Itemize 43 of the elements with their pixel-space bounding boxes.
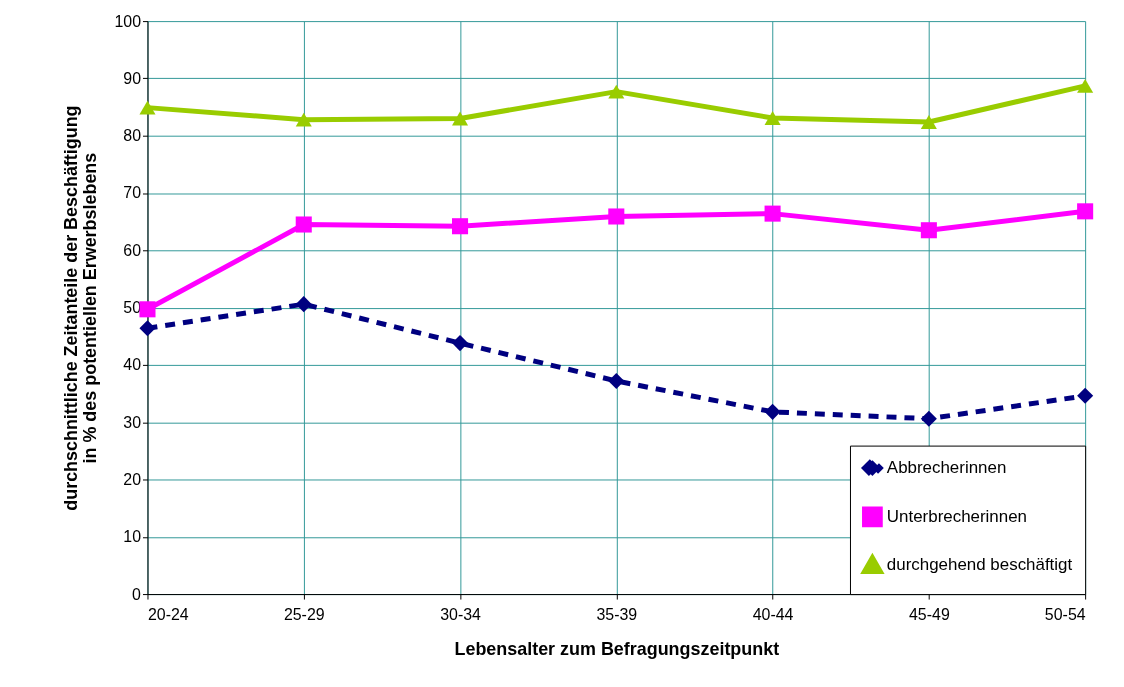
point [139,320,156,337]
point [295,112,312,127]
x-tick-label: 40-44 [752,606,794,624]
point [295,296,312,313]
point [608,372,625,389]
y-tick-label: 80 [123,127,142,145]
y-tick-label: 40 [123,356,142,374]
point [764,403,781,420]
point [295,216,312,233]
point [452,335,469,352]
legend-label: Abbrecherinnen [886,458,1007,477]
y-tick-label: 90 [123,69,142,87]
point [608,84,625,99]
y-tick-label: 0 [132,585,142,603]
point [764,110,781,125]
legend-label: Unterbrecherinnen [886,506,1028,526]
x-tick-label: 50-54 [1044,606,1086,624]
point [1077,387,1094,404]
point [1077,78,1094,93]
y-tick-label: 10 [123,528,142,546]
y-tick-label: 20 [123,470,142,488]
y-tick-label: 70 [123,184,142,202]
point [139,100,156,115]
point [452,111,469,126]
x-axis-title: Lebensalter zum Befragungszeitpunkt [454,639,780,660]
legend-label: durchgehend beschäftigt [886,554,1073,574]
point [920,114,937,129]
point [1077,203,1094,220]
x-tick-label: 45-49 [908,606,950,624]
x-tick-label: 20-24 [147,606,189,624]
point [139,301,156,318]
point [764,205,781,222]
y-tick-label: 100 [114,12,142,30]
y-tick-label: 30 [123,413,142,431]
x-tick-label: 35-39 [596,606,638,624]
x-tick-label: 30-34 [440,606,482,624]
x-tick-label: 25-29 [283,606,325,624]
y-tick-label: 60 [123,241,142,259]
point [608,208,625,225]
y-axis-title: durchschnittliche Zeitanteile der Beschäftigung in % des potentiellen Erwerbslebens [60,105,101,511]
point [920,222,937,239]
point [920,410,937,427]
point [452,218,469,235]
